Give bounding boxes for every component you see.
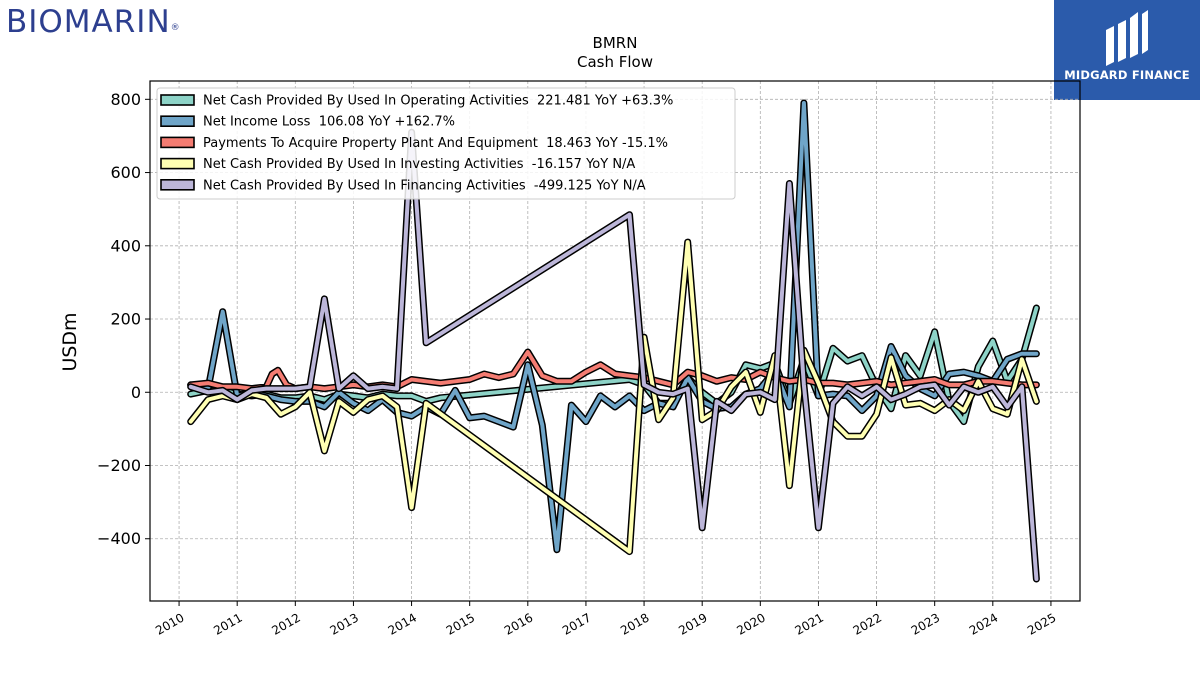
registered-mark: ® [170,23,181,33]
x-tick-label: 2017 [560,610,593,637]
legend-label-5: Net Cash Provided By Used In Financing A… [203,178,646,193]
x-tick-label: 2018 [618,610,651,637]
chart-title: BMRN [593,34,638,52]
midgard-logo-text: MIDGARD FINANCE [1064,68,1190,82]
x-tick-label: 2010 [153,610,186,637]
midgard-finance-logo: MIDGARD FINANCE [1054,0,1200,100]
series-2-line [188,101,1039,552]
plot-frame [149,80,1081,602]
legend-label-4: Net Cash Provided By Used In Investing A… [203,157,635,172]
series-5-line [188,130,1039,581]
legend-box [156,87,736,200]
legend-label-1: Net Cash Provided By Used In Operating A… [203,94,673,109]
series-4 [187,238,1040,556]
x-tick-label: 2013 [327,610,360,637]
legend-swatch-2 [160,115,195,127]
series-2 [187,99,1040,554]
y-tick-label: −200 [97,456,141,475]
biomarin-logo: BIOMARIN® [6,2,181,42]
x-tick-label: 2024 [967,610,1000,637]
chart-subtitle: Cash Flow [577,53,653,71]
legend-swatch-3 [160,136,195,149]
x-tick-label: 2021 [792,610,825,637]
midgard-emblem-icon [1106,10,1148,66]
x-tick-label: 2025 [1025,610,1058,637]
y-tick-label: 800 [110,90,141,109]
legend-swatch-4 [160,157,195,170]
legend-swatch-1 [160,94,195,106]
y-tick-label: 600 [110,163,141,182]
legend-label-3: Payments To Acquire Property Plant And E… [203,136,668,151]
y-tick-label: 200 [110,310,141,329]
y-tick-label: 400 [110,236,141,255]
x-tick-label: 2011 [211,610,244,637]
x-tick-label: 2022 [851,610,884,637]
legend-label-2: Net Income Loss 106.08 YoY +162.7% [203,115,455,130]
x-tick-label: 2020 [734,610,767,637]
x-tick-label: 2015 [444,610,477,637]
x-tick-label: 2016 [502,610,535,637]
series-4-line [188,240,1039,554]
x-tick-label: 2012 [269,610,302,637]
x-tick-label: 2019 [676,610,709,637]
legend-swatch-5 [160,179,195,191]
x-tick-label: 2023 [909,610,942,637]
legend: Net Cash Provided By Used In Operating A… [156,87,736,200]
y-tick-label: 0 [131,383,141,402]
series-lines [187,99,1040,583]
y-tick-label: −400 [97,529,141,548]
biomarin-logo-text: BIOMARIN [6,4,171,40]
series-5 [187,128,1040,583]
y-axis-label: USDm [59,312,81,371]
x-tick-label: 2014 [386,610,419,637]
